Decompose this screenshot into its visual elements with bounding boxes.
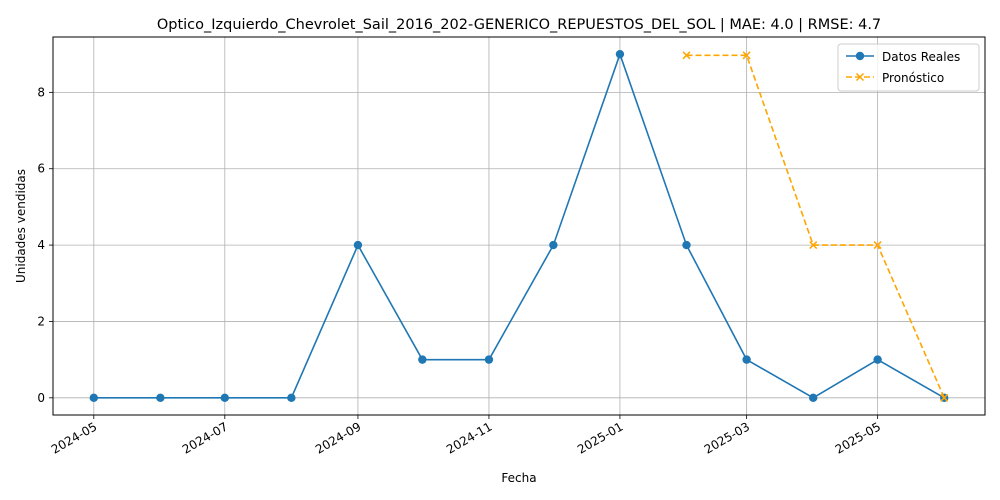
- legend-marker-pronostico: [855, 72, 865, 82]
- data-point-datos-reales: [353, 240, 363, 250]
- plot-frame: [52, 36, 986, 416]
- data-point-datos-reales: [156, 393, 165, 403]
- series-layer: [89, 49, 949, 403]
- data-point-pronostico: [742, 51, 751, 60]
- legend: Datos Reales Pronóstico: [837, 43, 980, 92]
- legend-label-datos-reales: Datos Reales: [882, 50, 960, 64]
- data-point-datos-reales: [89, 393, 99, 403]
- data-point-datos-reales: [418, 355, 427, 364]
- y-tick-label: 6: [37, 162, 45, 176]
- data-point-datos-reales: [484, 355, 494, 364]
- data-point-pronostico: [682, 51, 691, 60]
- data-point-datos-reales: [742, 355, 751, 364]
- legend-marker-datos-reales: [855, 51, 865, 61]
- data-point-datos-reales: [615, 49, 625, 59]
- data-point-datos-reales: [682, 240, 691, 250]
- data-point-datos-reales: [220, 393, 229, 403]
- y-tick-label: 2: [37, 314, 45, 328]
- data-point-datos-reales: [549, 240, 558, 250]
- x-axis-label: Fecha: [501, 471, 536, 485]
- y-axis-label: Unidades vendidas: [14, 169, 28, 283]
- data-point-pronostico: [940, 393, 949, 402]
- data-point-datos-reales: [809, 393, 818, 403]
- data-point-datos-reales: [873, 355, 882, 364]
- legend-label-pronostico: Pronóstico: [882, 71, 944, 85]
- data-point-pronostico: [873, 241, 882, 250]
- y-tick-label: 8: [37, 85, 45, 99]
- data-point-datos-reales: [287, 393, 296, 403]
- data-point-pronostico: [809, 241, 818, 250]
- series-line-datos-reales: [93, 51, 945, 399]
- y-tick-label: 4: [37, 238, 45, 252]
- y-tick-label: 0: [37, 391, 45, 405]
- chart-title: Optico_Izquierdo_Chevrolet_Sail_2016_202…: [157, 17, 881, 33]
